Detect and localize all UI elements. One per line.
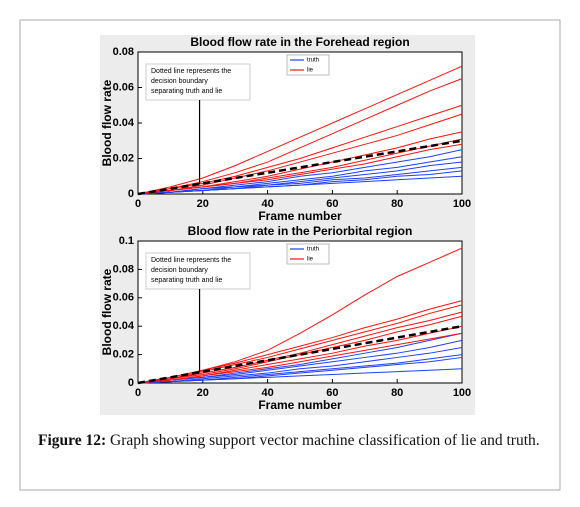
x-tick-label: 40 (261, 198, 273, 210)
y-tick-label: 0.04 (113, 320, 135, 332)
x-tick-label: 0 (135, 198, 141, 210)
y-tick-label: 0.04 (113, 117, 135, 129)
y-tick-label: 0.08 (113, 263, 134, 275)
data-line (137, 104, 463, 195)
data-line (137, 332, 463, 384)
y-tick-label: 0.02 (113, 349, 134, 361)
data-line (137, 300, 463, 384)
chart-title: Blood flow rate in the Periorbital regio… (188, 224, 413, 238)
y-tick-label: 0.06 (113, 81, 134, 93)
annotation-text: decision boundary (151, 78, 208, 85)
x-tick-label: 20 (197, 387, 209, 399)
data-line (137, 113, 463, 195)
data-line (137, 347, 463, 384)
legend-label: truth (307, 247, 319, 253)
data-line (137, 311, 463, 384)
y-tick-label: 0 (128, 377, 134, 389)
legend-label: lie (307, 257, 314, 263)
annotation-text: Dotted line represents the (151, 68, 231, 75)
data-line (137, 156, 463, 195)
x-tick-label: 0 (135, 387, 141, 399)
x-tick-label: 40 (261, 387, 273, 399)
chart-title: Blood flow rate in the Forehead region (190, 35, 409, 49)
x-axis-label: Frame number (258, 398, 342, 412)
caption-text: Graph showing support vector machine cla… (110, 432, 540, 449)
annotation-box (145, 63, 251, 101)
annotation-text: decision boundary (151, 267, 208, 274)
x-axis-label: Frame number (258, 209, 342, 223)
y-tick-label: 0.1 (119, 235, 134, 247)
data-line (137, 78, 463, 195)
x-tick-label: 80 (391, 387, 403, 399)
data-line (137, 304, 463, 384)
y-axis-label: Blood flow rate (100, 268, 114, 355)
annotation-text: separating truth and lie (151, 88, 222, 95)
x-tick-label: 100 (453, 387, 471, 399)
x-tick-label: 60 (326, 198, 338, 210)
data-line (137, 175, 463, 195)
caption: Figure 12: Graph showing support vector … (38, 430, 546, 451)
x-tick-label: 20 (197, 198, 209, 210)
figure-border (19, 19, 561, 491)
legend-label: lie (307, 68, 314, 74)
data-line (137, 65, 463, 195)
legend-label: truth (307, 58, 319, 64)
y-axis-label: Blood flow rate (100, 79, 114, 166)
annotation-text: Dotted line represents the (151, 257, 231, 264)
y-tick-label: 0.02 (113, 152, 134, 164)
y-tick-label: 0.06 (113, 292, 134, 304)
annotation-box (145, 252, 251, 290)
x-tick-label: 80 (391, 198, 403, 210)
data-line (137, 143, 463, 195)
data-line (137, 339, 463, 384)
data-line (137, 315, 463, 384)
y-tick-label: 0 (128, 188, 134, 200)
data-line (137, 368, 463, 384)
y-tick-label: 0.08 (113, 46, 134, 58)
annotation-text: separating truth and lie (151, 277, 222, 284)
x-tick-label: 100 (453, 198, 471, 210)
caption-label: Figure 12: (38, 432, 107, 449)
x-tick-label: 60 (326, 387, 338, 399)
